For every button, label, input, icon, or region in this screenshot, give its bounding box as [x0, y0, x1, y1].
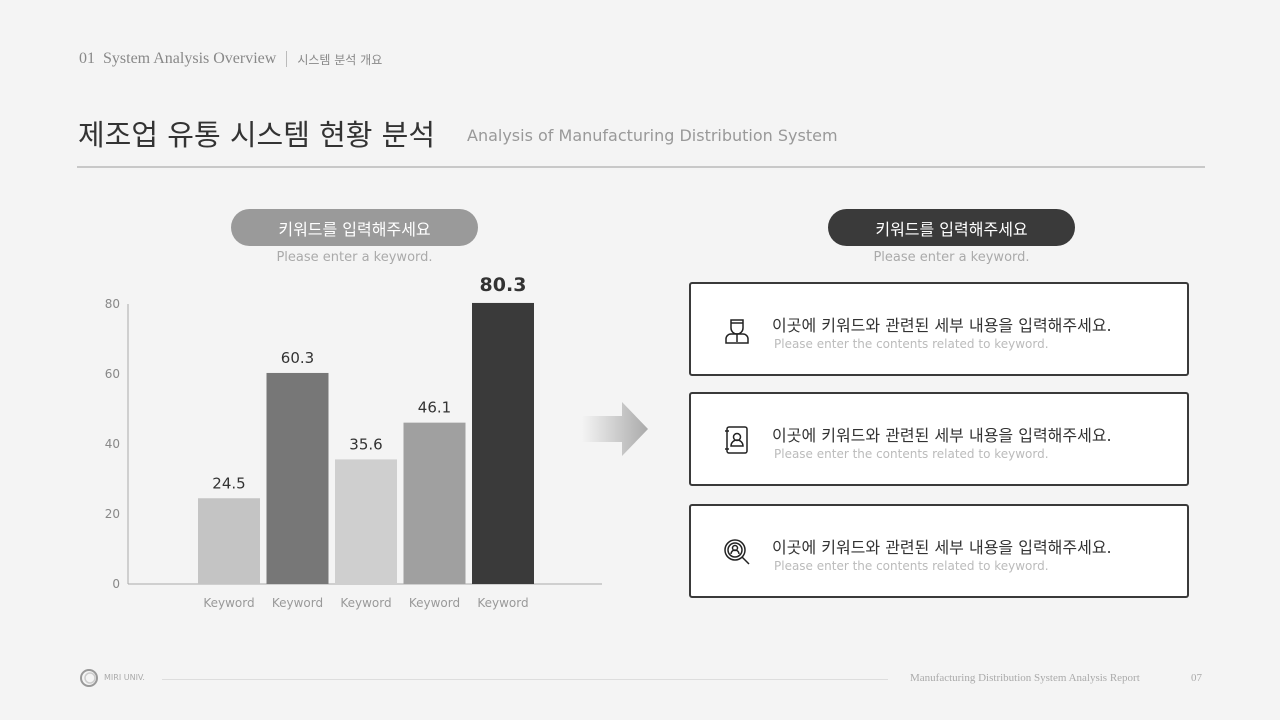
- right-keyword-pill: 키워드를 입력해주세요: [828, 209, 1075, 246]
- y-tick-label: 40: [105, 437, 120, 451]
- footer-report: Manufacturing Distribution System Analys…: [910, 672, 1140, 684]
- divider: [286, 51, 288, 67]
- x-tick-label: Keyword: [477, 596, 528, 610]
- x-tick-label: Keyword: [272, 596, 323, 610]
- y-tick-label: 60: [105, 367, 120, 381]
- info-card: 이곳에 키워드와 관련된 세부 내용을 입력해주세요. Please enter…: [689, 392, 1189, 486]
- header-divider: [77, 166, 1205, 168]
- bar: [266, 372, 329, 584]
- logo-icon: [80, 669, 98, 687]
- info-card: 이곳에 키워드와 관련된 세부 내용을 입력해주세요. Please enter…: [689, 504, 1189, 598]
- arrow-right-icon: [582, 402, 648, 456]
- data-label: 46.1: [418, 399, 451, 417]
- card-title: 이곳에 키워드와 관련된 세부 내용을 입력해주세요.: [772, 538, 1112, 557]
- x-tick-label: Keyword: [340, 596, 391, 610]
- right-keyword-sub: Please enter a keyword.: [873, 250, 1030, 265]
- data-label: 80.3: [480, 274, 527, 296]
- card-title: 이곳에 키워드와 관련된 세부 내용을 입력해주세요.: [772, 316, 1112, 335]
- left-keyword-sub: Please enter a keyword.: [276, 250, 433, 265]
- info-card: 이곳에 키워드와 관련된 세부 내용을 입력해주세요. Please enter…: [689, 282, 1189, 376]
- search-person-icon: [724, 539, 750, 565]
- contact-book-icon: [725, 426, 748, 454]
- bar: [335, 459, 397, 584]
- footer-divider: [162, 679, 888, 680]
- left-keyword-pill: 키워드를 입력해주세요: [231, 209, 478, 246]
- data-label: 35.6: [349, 435, 382, 453]
- data-label: 24.5: [212, 474, 245, 492]
- card-desc: Please enter the contents related to key…: [774, 559, 1049, 573]
- card-desc: Please enter the contents related to key…: [774, 337, 1049, 351]
- x-tick-label: Keyword: [409, 596, 460, 610]
- bar-chart: 0 20 40 60 80 24.5 Keyword 60.3 Keyword 35.6 Keywo…: [105, 274, 602, 610]
- y-tick-label: 80: [105, 297, 120, 311]
- y-tick-label: 20: [105, 507, 120, 521]
- card-title: 이곳에 키워드와 관련된 세부 내용을 입력해주세요.: [772, 426, 1112, 445]
- x-tick-label: Keyword: [203, 596, 254, 610]
- page-number: 07: [1191, 672, 1202, 684]
- logo-text: MIRI UNIV.: [104, 673, 145, 682]
- page-title: 제조업 유통 시스템 현황 분석: [78, 118, 436, 152]
- businessman-icon: [725, 319, 749, 344]
- y-tick-label: 0: [112, 577, 120, 591]
- section-label-ko: 시스템 분석 개요: [297, 52, 383, 67]
- bar: [403, 422, 466, 584]
- bar: [472, 302, 534, 584]
- page-subtitle: Analysis of Manufacturing Distribution S…: [467, 126, 838, 145]
- section-label-en: 01 System Analysis Overview: [79, 50, 277, 67]
- data-label: 60.3: [281, 349, 314, 367]
- card-desc: Please enter the contents related to key…: [774, 447, 1049, 461]
- section-label: 01 System Analysis Overview 시스템 분석 개요: [79, 50, 382, 68]
- bar: [198, 498, 260, 584]
